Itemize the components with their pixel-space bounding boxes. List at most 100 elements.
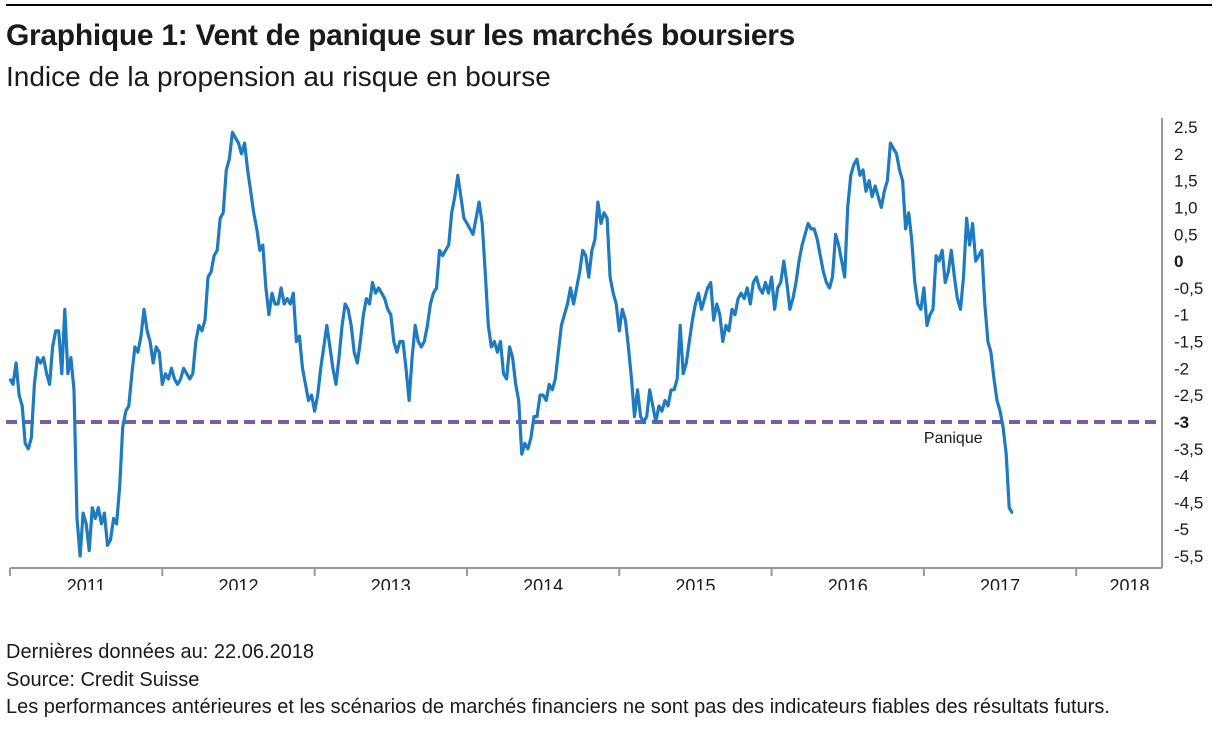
y-tick-label: -0,5 (1174, 279, 1203, 298)
data-point (825, 281, 828, 284)
x-tick-label: 2011 (67, 576, 106, 590)
data-point (621, 308, 624, 311)
data-point (914, 281, 916, 284)
data-point (819, 254, 822, 257)
data-point (984, 303, 986, 305)
data-point (429, 303, 432, 305)
data-point (703, 297, 706, 300)
data-point (850, 174, 852, 177)
data-point (786, 281, 788, 284)
data-point (990, 351, 992, 353)
data-point (542, 394, 544, 396)
data-point (234, 136, 237, 139)
data-point (667, 405, 669, 407)
data-point (962, 276, 965, 278)
data-point (673, 389, 675, 391)
data-point (131, 372, 133, 375)
data-point (39, 362, 42, 364)
data-point (588, 276, 590, 278)
data-point (642, 421, 645, 423)
data-point (192, 372, 194, 375)
data-point (51, 346, 54, 348)
data-point (240, 153, 243, 155)
data-point (554, 378, 557, 380)
data-point (679, 324, 681, 327)
data-point (661, 410, 663, 413)
data-point (24, 442, 27, 445)
data-point (204, 319, 206, 321)
data-point (828, 287, 831, 289)
data-point (831, 276, 834, 278)
data-point (326, 324, 328, 327)
data-point (9, 378, 11, 380)
data-point (185, 372, 188, 375)
data-point (917, 303, 919, 305)
data-point (277, 303, 279, 305)
data-point (648, 389, 651, 391)
series-points (9, 131, 1014, 557)
data-point (709, 281, 712, 284)
data-point (892, 147, 895, 150)
top-rule (6, 4, 1212, 6)
data-point (408, 399, 410, 402)
data-point (475, 217, 477, 219)
y-tick-label: -2 (1174, 359, 1189, 378)
data-point (624, 319, 627, 321)
data-point (79, 555, 81, 557)
data-point (682, 372, 684, 375)
data-point (484, 271, 487, 273)
data-point (569, 287, 572, 289)
data-point (712, 319, 715, 321)
data-point (719, 313, 721, 316)
data-point (779, 281, 782, 284)
data-point (499, 340, 502, 343)
data-point (627, 346, 630, 348)
data-point (773, 308, 776, 311)
data-point (655, 421, 657, 423)
data-point (438, 249, 441, 252)
data-point (974, 260, 977, 262)
data-point (115, 523, 118, 525)
data-point (481, 222, 484, 225)
data-point (956, 297, 959, 300)
data-point (670, 389, 672, 391)
data-point (685, 362, 688, 364)
data-point (268, 313, 270, 316)
data-point (335, 383, 337, 386)
data-point (231, 131, 234, 134)
data-point (539, 394, 541, 396)
data-point (929, 313, 931, 316)
data-point (557, 351, 560, 353)
data-point (767, 292, 770, 294)
data-point (591, 249, 593, 252)
data-point (350, 324, 353, 327)
data-point (173, 378, 176, 380)
data-point (469, 228, 471, 230)
data-point (359, 340, 362, 343)
data-point (804, 233, 806, 236)
y-tick-label: 0,5 (1174, 225, 1198, 244)
data-point (853, 163, 855, 166)
data-point (374, 292, 377, 294)
data-point (216, 249, 218, 252)
data-point (1005, 453, 1007, 455)
data-point (652, 405, 654, 407)
data-point (734, 313, 736, 316)
data-point (810, 228, 812, 230)
data-point (48, 383, 51, 386)
data-point (371, 281, 374, 284)
data-point (112, 517, 115, 520)
data-point (664, 399, 666, 402)
data-point (752, 281, 755, 284)
data-point (417, 340, 420, 343)
data-point (1002, 426, 1004, 429)
x-tick-label: 2014 (523, 576, 563, 590)
data-point (676, 378, 678, 380)
data-point (1011, 512, 1014, 514)
data-point (932, 308, 934, 311)
data-point (353, 351, 356, 353)
data-point (207, 276, 209, 278)
data-point (313, 410, 316, 413)
data-point (225, 169, 228, 171)
y-tick-label: -5 (1174, 520, 1189, 539)
